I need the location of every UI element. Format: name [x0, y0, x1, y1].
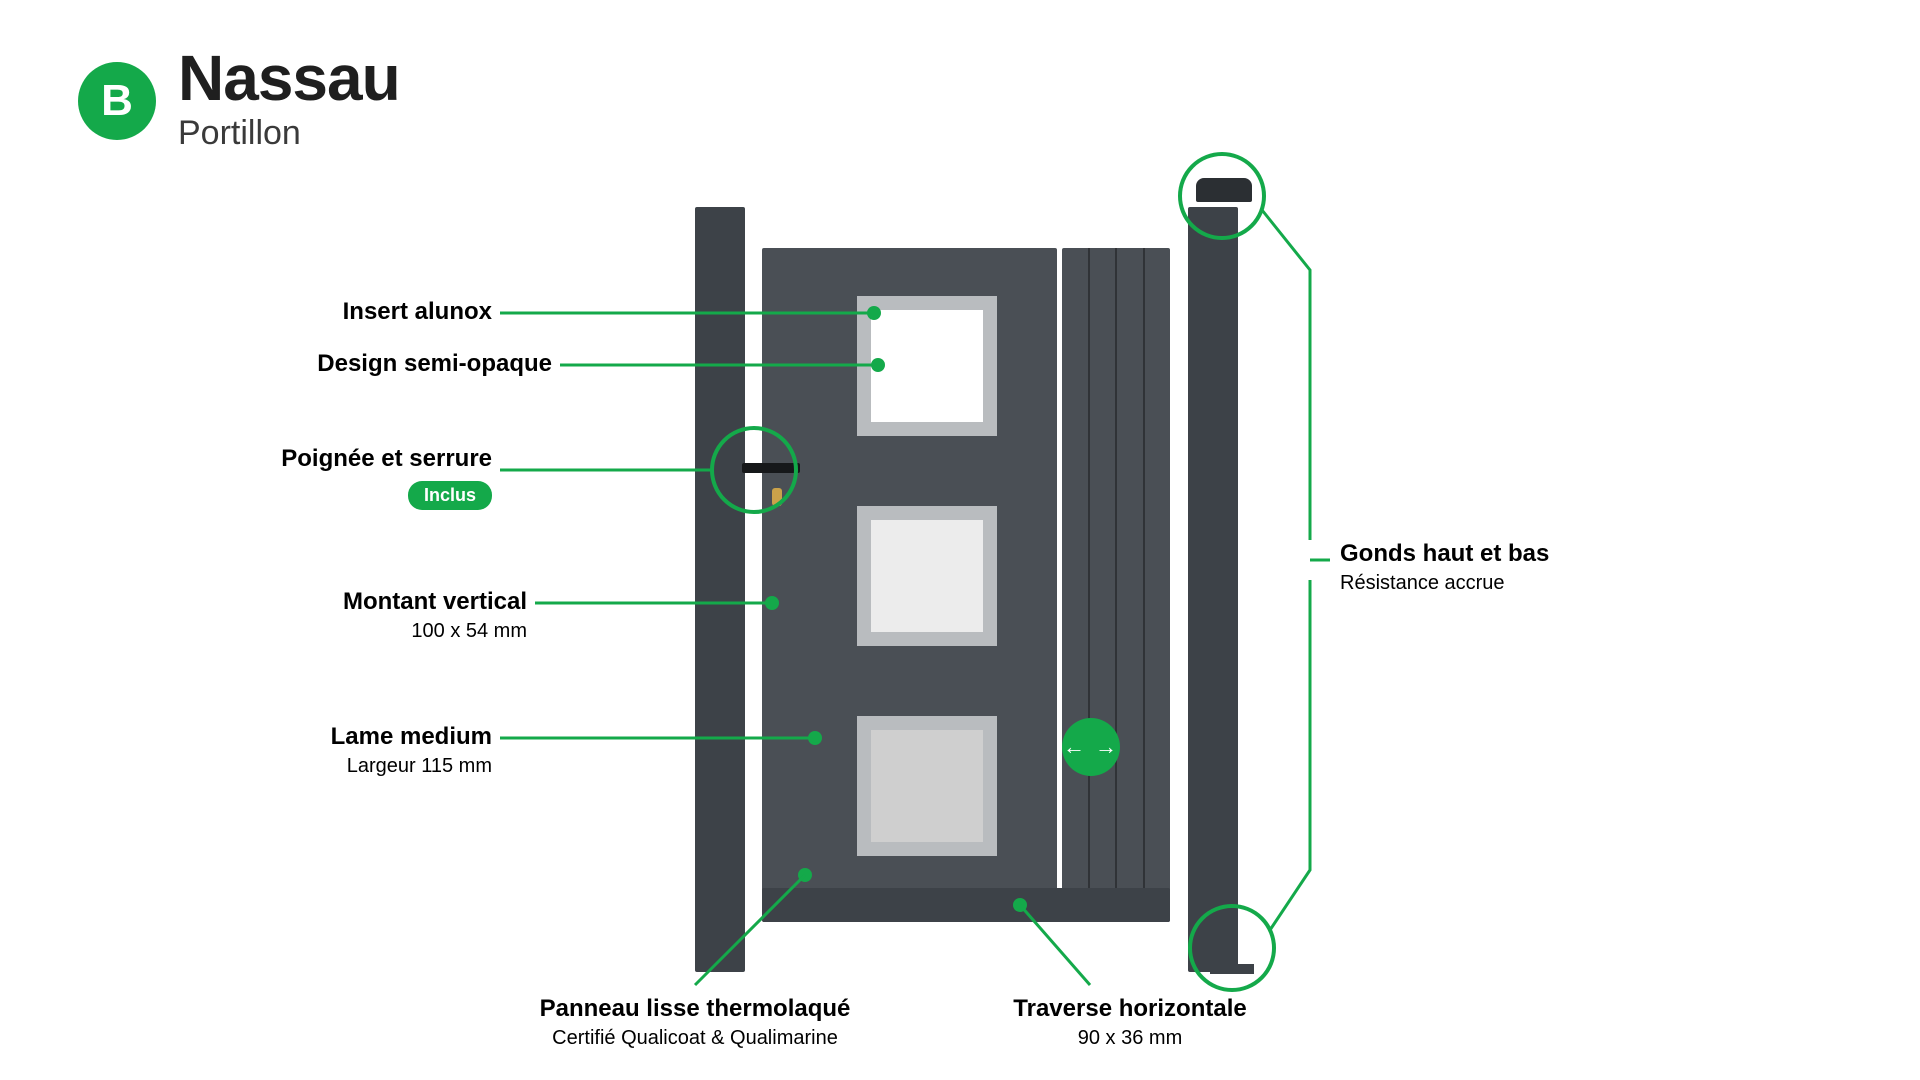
callout-insert-alunox: Insert alunox — [0, 298, 492, 326]
callout-lame: Lame medium Largeur 115 mm — [0, 723, 492, 778]
gate-door — [762, 248, 1170, 922]
door-handle — [742, 463, 800, 473]
hinge-bottom — [1210, 930, 1254, 980]
product-type: Portillon — [178, 114, 400, 153]
callout-design: Design semi-opaque — [0, 350, 552, 378]
slat — [1117, 248, 1145, 922]
callout-montant: Montant vertical 100 x 54 mm — [0, 588, 527, 643]
callout-title: Panneau lisse thermolaqué — [450, 995, 940, 1023]
header: B Nassau Portillon — [78, 50, 400, 153]
title-block: Nassau Portillon — [178, 50, 400, 153]
brand-logo: B — [78, 62, 156, 140]
callout-traverse: Traverse horizontale 90 x 36 mm — [960, 995, 1300, 1050]
glass-insert — [857, 296, 997, 436]
callout-poignee: Poignée et serrure Inclus — [0, 445, 492, 510]
post-left — [695, 207, 745, 972]
post-right — [1188, 207, 1238, 972]
width-indicator-icon: ←→ — [1062, 718, 1120, 776]
callout-title: Insert alunox — [0, 298, 492, 326]
keyhole — [772, 488, 782, 506]
door-bottom-rail — [762, 888, 1170, 922]
callout-sub: 100 x 54 mm — [0, 620, 527, 643]
product-name: Nassau — [178, 50, 400, 108]
callout-sub: Résistance accrue — [1340, 572, 1700, 595]
glass-insert — [857, 506, 997, 646]
slat — [1145, 248, 1171, 922]
slat — [1062, 248, 1090, 922]
callout-title: Lame medium — [0, 723, 492, 751]
callout-gonds: Gonds haut et bas Résistance accrue — [1340, 540, 1700, 595]
hinge-top — [1196, 178, 1252, 202]
callout-sub: 90 x 36 mm — [960, 1027, 1300, 1050]
callout-title: Traverse horizontale — [960, 995, 1300, 1023]
callout-panneau: Panneau lisse thermolaqué Certifié Quali… — [450, 995, 940, 1050]
callout-title: Poignée et serrure — [0, 445, 492, 473]
slat — [1090, 248, 1118, 922]
inclus-badge: Inclus — [408, 481, 492, 510]
callout-sub: Certifié Qualicoat & Qualimarine — [450, 1027, 940, 1050]
callout-title: Design semi-opaque — [0, 350, 552, 378]
callout-title: Gonds haut et bas — [1340, 540, 1700, 568]
glass-insert — [857, 716, 997, 856]
callout-sub: Largeur 115 mm — [0, 755, 492, 778]
door-slats — [1062, 248, 1170, 922]
callout-title: Montant vertical — [0, 588, 527, 616]
diagram-stage: B Nassau Portillon ←→ — [0, 0, 1920, 1080]
